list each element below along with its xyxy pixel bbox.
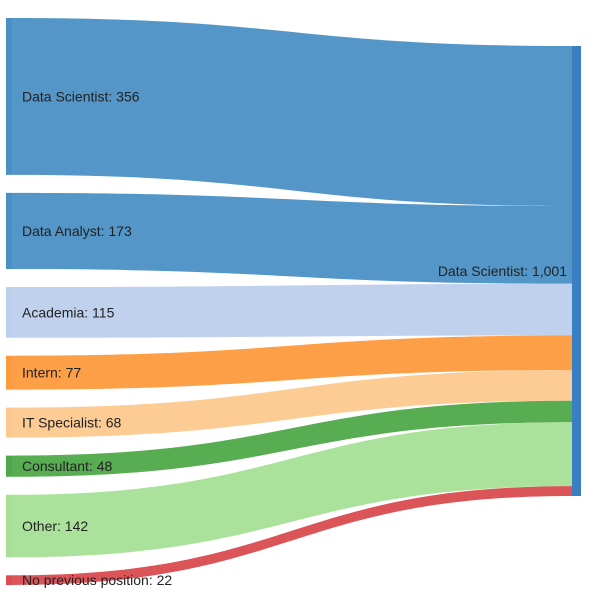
source-label-consultant: Consultant: 48 [22, 458, 112, 474]
source-node-academia [6, 287, 12, 338]
source-label-academia: Academia: 115 [22, 304, 115, 320]
link-data-analyst [12, 192, 572, 284]
source-nodes [6, 18, 12, 585]
source-node-consultant [6, 455, 12, 477]
source-node-other [6, 494, 12, 558]
link-other [12, 422, 572, 558]
target-node-data-scientist [572, 46, 581, 496]
link-data-scientist [12, 18, 572, 207]
node-labels: Data Scientist: 356 Data Analyst: 173 Acad… [22, 88, 172, 588]
link-it-specialist [12, 370, 572, 438]
link-intern [12, 335, 572, 390]
source-label-no-previous-position: No previous position: 22 [22, 572, 172, 588]
source-label-intern: Intern: 77 [22, 365, 81, 381]
source-label-it-specialist: IT Specialist: 68 [22, 415, 122, 431]
source-node-intern [6, 355, 12, 390]
source-label-data-analyst: Data Analyst: 173 [22, 223, 132, 239]
link-academia [12, 283, 572, 338]
source-label-data-scientist: Data Scientist: 356 [22, 88, 140, 104]
sankey-links [12, 18, 572, 585]
link-no-previous-position [12, 486, 572, 585]
source-node-data-analyst [6, 192, 12, 270]
target-node-label: Data Scientist: 1,001 [438, 263, 567, 279]
link-consultant [12, 400, 572, 477]
source-node-data-scientist [6, 18, 12, 175]
source-label-other: Other: 142 [22, 518, 88, 534]
source-node-it-specialist [6, 407, 12, 438]
source-node-no-previous-position [6, 575, 12, 585]
